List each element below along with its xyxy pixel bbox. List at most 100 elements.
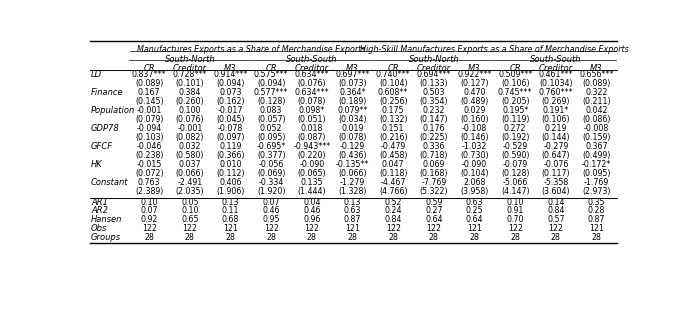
- Text: 28: 28: [348, 233, 357, 242]
- Text: 0.037: 0.037: [178, 160, 201, 169]
- Text: (0.489): (0.489): [460, 97, 488, 106]
- Text: 0.25: 0.25: [466, 206, 483, 215]
- Text: 0.914***: 0.914***: [213, 70, 248, 79]
- Text: 0.176: 0.176: [423, 124, 445, 133]
- Text: 0.364*: 0.364*: [340, 88, 366, 97]
- Text: (0.718): (0.718): [420, 151, 448, 160]
- Text: 28: 28: [266, 233, 276, 242]
- Text: (0.089): (0.089): [135, 79, 163, 88]
- Text: (4.766): (4.766): [379, 187, 407, 196]
- Text: 122: 122: [182, 224, 198, 233]
- Text: 0.175: 0.175: [382, 106, 405, 115]
- Text: (1.444): (1.444): [298, 187, 326, 196]
- Text: -0.090: -0.090: [299, 160, 324, 169]
- Text: 0.10: 0.10: [506, 198, 524, 207]
- Text: 28: 28: [470, 233, 480, 242]
- Text: 0.384: 0.384: [178, 88, 201, 97]
- Text: -2.491: -2.491: [177, 178, 202, 187]
- Text: (1.906): (1.906): [216, 187, 245, 196]
- Text: -4.467: -4.467: [381, 178, 406, 187]
- Text: 121: 121: [223, 224, 238, 233]
- Text: South-North: South-North: [409, 55, 459, 64]
- Text: 0.52: 0.52: [384, 198, 402, 207]
- Text: M3: M3: [590, 64, 603, 73]
- Text: (1.328): (1.328): [338, 187, 367, 196]
- Text: 0.28: 0.28: [588, 206, 605, 215]
- Text: 0.461***: 0.461***: [539, 70, 573, 79]
- Text: (0.128): (0.128): [501, 169, 530, 178]
- Text: (5.322): (5.322): [420, 187, 448, 196]
- Text: 0.57: 0.57: [547, 215, 565, 224]
- Text: Manufactures Exports as a Share of Merchandise Exports: Manufactures Exports as a Share of Merch…: [137, 45, 365, 54]
- Text: 0.740***: 0.740***: [376, 70, 410, 79]
- Text: Finance: Finance: [91, 88, 123, 97]
- Text: (0.580): (0.580): [176, 151, 204, 160]
- Text: -0.001: -0.001: [137, 106, 162, 115]
- Text: 0.219: 0.219: [545, 124, 567, 133]
- Text: Creditor: Creditor: [173, 64, 207, 73]
- Text: -1.032: -1.032: [462, 142, 487, 151]
- Text: 0.64: 0.64: [466, 215, 483, 224]
- Text: 0.032: 0.032: [178, 142, 201, 151]
- Text: (0.094): (0.094): [257, 79, 285, 88]
- Text: 0.575***: 0.575***: [254, 70, 288, 79]
- Text: (0.256): (0.256): [379, 97, 407, 106]
- Text: -0.108: -0.108: [462, 124, 487, 133]
- Text: (0.189): (0.189): [338, 97, 366, 106]
- Text: (0.104): (0.104): [379, 79, 407, 88]
- Text: (0.101): (0.101): [176, 79, 204, 88]
- Text: -0.090: -0.090: [462, 160, 487, 169]
- Text: 0.135: 0.135: [300, 178, 323, 187]
- Text: -0.695*: -0.695*: [257, 142, 286, 151]
- Text: (0.076): (0.076): [298, 79, 326, 88]
- Text: (0.216): (0.216): [379, 133, 407, 142]
- Text: 0.367: 0.367: [585, 142, 608, 151]
- Text: Obs: Obs: [91, 224, 108, 233]
- Text: 0.010: 0.010: [220, 160, 241, 169]
- Text: CR: CR: [143, 64, 155, 73]
- Text: 0.27: 0.27: [425, 206, 442, 215]
- Text: 122: 122: [305, 224, 320, 233]
- Text: High-Skill Manufactures Exports as a Share of Merchandise Exports: High-Skill Manufactures Exports as a Sha…: [360, 45, 629, 54]
- Text: (0.112): (0.112): [216, 169, 245, 178]
- Text: (3.958): (3.958): [460, 187, 488, 196]
- Text: 28: 28: [429, 233, 439, 242]
- Text: (0.160): (0.160): [460, 115, 488, 124]
- Text: 0.64: 0.64: [425, 215, 442, 224]
- Text: 28: 28: [144, 233, 154, 242]
- Text: -0.129: -0.129: [340, 142, 365, 151]
- Text: 28: 28: [307, 233, 317, 242]
- Text: (0.269): (0.269): [542, 97, 570, 106]
- Text: (0.225): (0.225): [420, 133, 448, 142]
- Text: 0.65: 0.65: [181, 215, 198, 224]
- Text: (0.730): (0.730): [460, 151, 488, 160]
- Text: (0.087): (0.087): [298, 133, 326, 142]
- Text: 121: 121: [589, 224, 604, 233]
- Text: (0.119): (0.119): [501, 115, 530, 124]
- Text: (0.057): (0.057): [257, 115, 285, 124]
- Text: 0.728***: 0.728***: [173, 70, 207, 79]
- Text: (2.973): (2.973): [582, 187, 611, 196]
- Text: 0.191*: 0.191*: [543, 106, 569, 115]
- Text: -0.015: -0.015: [137, 160, 162, 169]
- Text: 28: 28: [510, 233, 520, 242]
- Text: (0.089): (0.089): [582, 79, 611, 88]
- Text: 122: 122: [141, 224, 156, 233]
- Text: CR: CR: [388, 64, 399, 73]
- Text: 0.46: 0.46: [263, 206, 280, 215]
- Text: 0.84: 0.84: [384, 215, 402, 224]
- Text: 0.336: 0.336: [423, 142, 445, 151]
- Text: 0.87: 0.87: [344, 215, 362, 224]
- Text: 0.63: 0.63: [344, 206, 362, 215]
- Text: 0.073: 0.073: [220, 88, 241, 97]
- Text: Groups: Groups: [91, 233, 121, 242]
- Text: 0.029: 0.029: [463, 106, 486, 115]
- Text: 122: 122: [548, 224, 563, 233]
- Text: (0.095): (0.095): [257, 133, 285, 142]
- Text: -0.078: -0.078: [218, 124, 243, 133]
- Text: 0.509***: 0.509***: [498, 70, 532, 79]
- Text: (0.051): (0.051): [298, 115, 326, 124]
- Text: M3: M3: [346, 64, 359, 73]
- Text: (0.211): (0.211): [582, 97, 611, 106]
- Text: (3.604): (3.604): [542, 187, 570, 196]
